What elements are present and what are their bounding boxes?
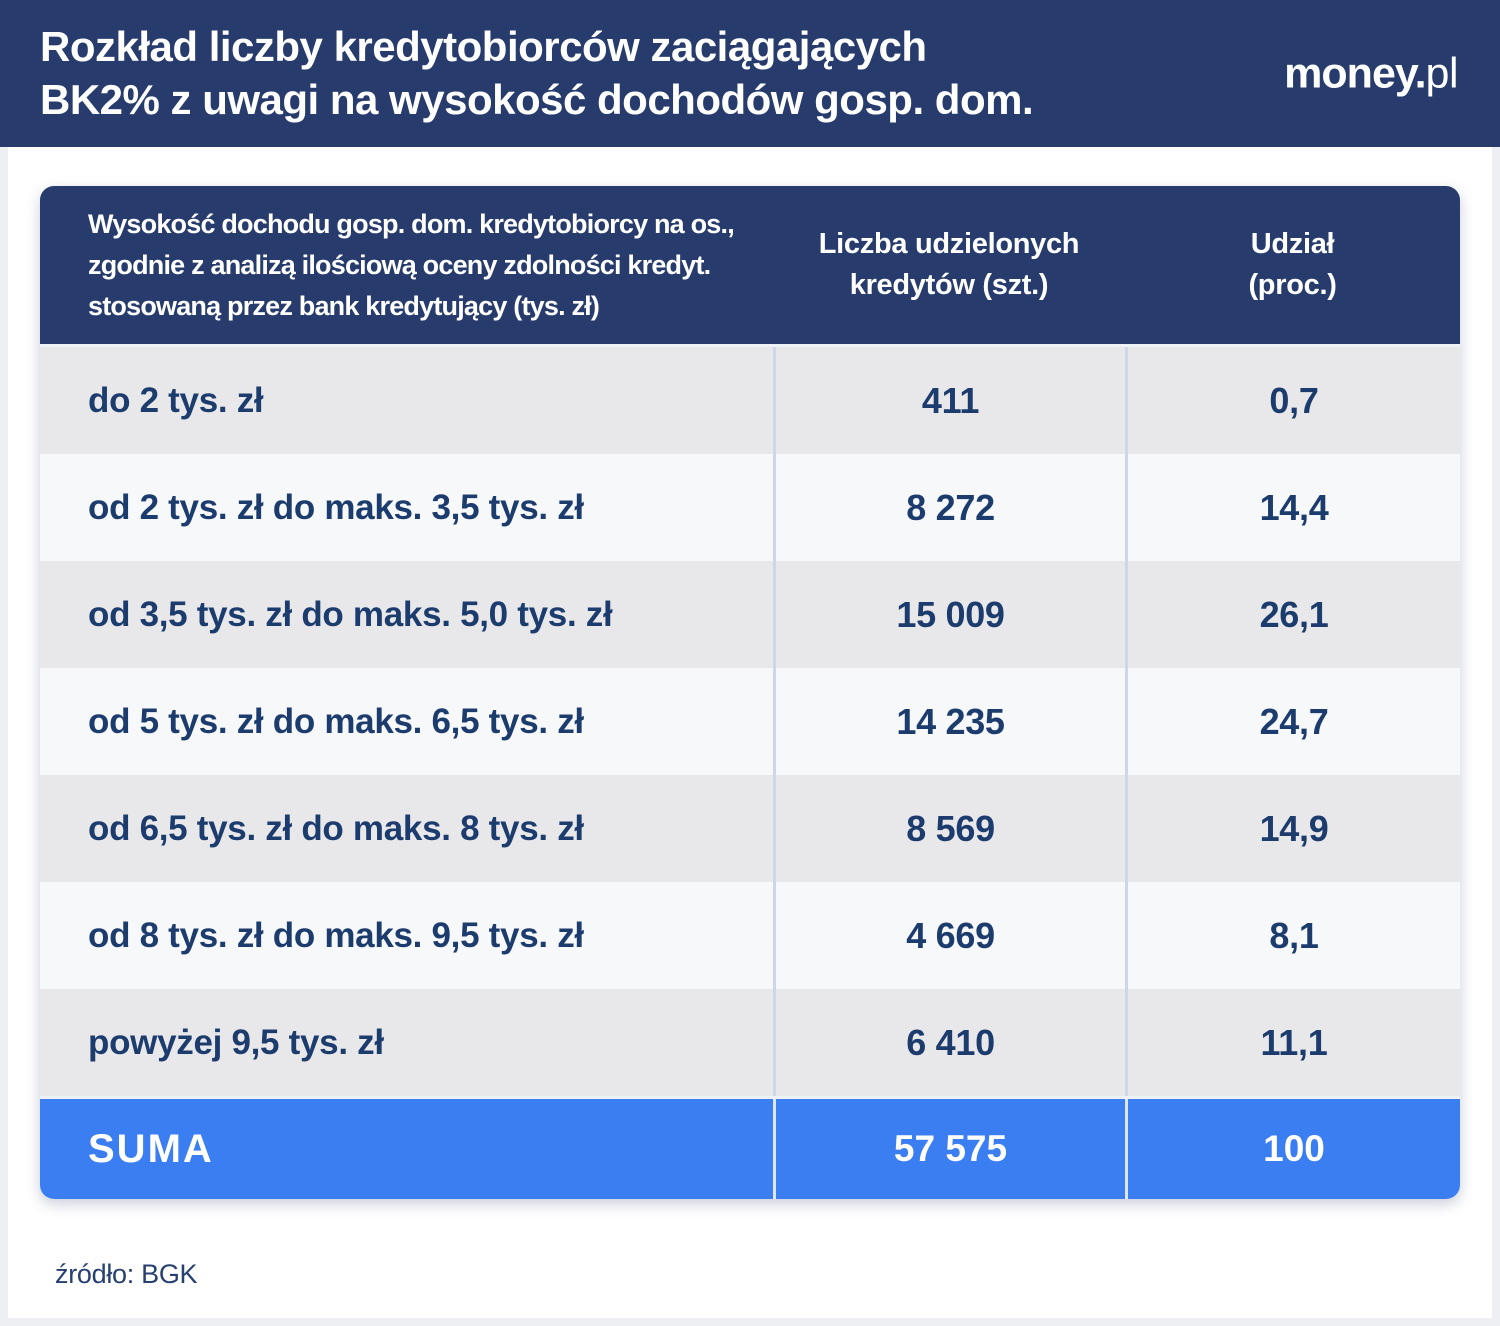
col-header-income-line3: stosowaną przez bank kredytujący (tys. z…	[88, 290, 600, 321]
row-label-cell: od 5 tys. zł do maks. 6,5 tys. zł	[88, 701, 584, 741]
row-label-cell: do 2 tys. zł	[88, 380, 264, 420]
income-table: Wysokość dochodu gosp. dom. kredytobiorc…	[40, 186, 1460, 1199]
table-row: od 5 tys. zł do maks. 6,5 tys. zł 14 235…	[40, 668, 1460, 775]
table-header-row: Wysokość dochodu gosp. dom. kredytobiorc…	[40, 186, 1460, 347]
col-header-income: Wysokość dochodu gosp. dom. kredytobiorc…	[40, 186, 773, 344]
col-header-income-line1: Wysokość dochodu gosp. dom. kredytobiorc…	[88, 208, 735, 239]
row-count-cell: 14 235	[773, 668, 1125, 775]
col-header-income-line2: zgodnie z analizą ilościową oceny zdolno…	[88, 249, 711, 280]
row-share-cell: 26,1	[1125, 561, 1460, 668]
row-label-cell: od 3,5 tys. zł do maks. 5,0 tys. zł	[88, 594, 613, 634]
page-title-line1: Rozkład liczby kredytobiorców zaciągając…	[40, 23, 927, 70]
row-count-cell: 411	[773, 347, 1125, 454]
total-label-cell: SUMA	[88, 1126, 214, 1171]
total-row: SUMA 57 575 100	[40, 1096, 1460, 1199]
row-count-cell: 8 569	[773, 775, 1125, 882]
header-band: Rozkład liczby kredytobiorców zaciągając…	[0, 0, 1500, 147]
row-share-cell: 8,1	[1125, 882, 1460, 989]
moneypl-logo: money.pl	[1284, 52, 1458, 95]
source-note: źródło: BGK	[55, 1259, 198, 1289]
row-count-cell: 8 272	[773, 454, 1125, 561]
col-header-share-line1: Udział	[1250, 228, 1335, 260]
logo-wordmark-bold: money.	[1284, 49, 1426, 97]
table-row: do 2 tys. zł 411 0,7	[40, 347, 1460, 454]
table-row: od 2 tys. zł do maks. 3,5 tys. zł 8 272 …	[40, 454, 1460, 561]
page-title-line2: BK2% z uwagi na wysokość dochodów gosp. …	[40, 76, 1034, 123]
row-label-cell: od 6,5 tys. zł do maks. 8 tys. zł	[88, 808, 584, 848]
row-share-cell: 24,7	[1125, 668, 1460, 775]
row-share-cell: 14,4	[1125, 454, 1460, 561]
row-count-cell: 6 410	[773, 989, 1125, 1096]
total-count-cell: 57 575	[773, 1099, 1125, 1199]
table-row: od 6,5 tys. zł do maks. 8 tys. zł 8 569 …	[40, 775, 1460, 882]
table-row: od 8 tys. zł do maks. 9,5 tys. zł 4 669 …	[40, 882, 1460, 989]
row-label-cell: od 2 tys. zł do maks. 3,5 tys. zł	[88, 487, 584, 527]
content-panel: Wysokość dochodu gosp. dom. kredytobiorc…	[8, 147, 1492, 1318]
row-share-cell: 14,9	[1125, 775, 1460, 882]
col-header-count: Liczba udzielonych kredytów (szt.)	[773, 186, 1125, 344]
col-header-share-line2: (proc.)	[1248, 269, 1337, 301]
table-row: powyżej 9,5 tys. zł 6 410 11,1	[40, 989, 1460, 1096]
row-share-cell: 0,7	[1125, 347, 1460, 454]
col-header-count-line1: Liczba udzielonych	[818, 228, 1080, 260]
col-header-count-line2: kredytów (szt.)	[849, 269, 1049, 301]
row-label-cell: powyżej 9,5 tys. zł	[88, 1022, 384, 1062]
total-share-cell: 100	[1125, 1099, 1460, 1199]
page-title: Rozkład liczby kredytobiorców zaciągając…	[40, 20, 1034, 126]
row-label-cell: od 8 tys. zł do maks. 9,5 tys. zł	[88, 915, 584, 955]
table-row: od 3,5 tys. zł do maks. 5,0 tys. zł 15 0…	[40, 561, 1460, 668]
row-share-cell: 11,1	[1125, 989, 1460, 1096]
row-count-cell: 4 669	[773, 882, 1125, 989]
col-header-share: Udział (proc.)	[1125, 186, 1460, 344]
logo-wordmark-light: pl	[1425, 49, 1459, 97]
row-count-cell: 15 009	[773, 561, 1125, 668]
